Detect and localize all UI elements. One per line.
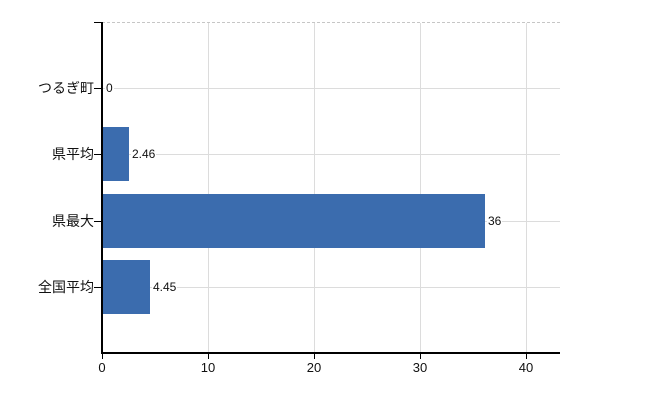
plot-top-border — [102, 22, 560, 23]
value-label-national-average: 4.45 — [152, 280, 178, 294]
y-axis-tick — [94, 154, 101, 155]
vertical-gridline — [208, 23, 209, 353]
y-axis — [101, 22, 103, 354]
bar-national-average — [103, 260, 150, 314]
category-label-pref-average: 県平均 — [52, 146, 94, 162]
horizontal-gridline — [103, 88, 560, 89]
y-axis-tick — [94, 287, 101, 288]
x-axis-tick — [208, 353, 209, 359]
horizontal-gridline — [103, 154, 560, 155]
value-label-tsurugi-town: 0 — [105, 81, 114, 95]
vertical-gridline — [314, 23, 315, 353]
x-axis-tick — [526, 353, 527, 359]
category-label-national-average: 全国平均 — [38, 279, 94, 295]
vertical-gridline — [526, 23, 527, 353]
x-tick-label: 10 — [200, 360, 216, 375]
x-tick-label: 30 — [412, 360, 428, 375]
bar-pref-average — [103, 127, 129, 181]
y-axis-tick — [94, 22, 101, 23]
value-label-pref-average: 2.46 — [131, 147, 157, 161]
y-axis-tick — [94, 221, 101, 222]
x-tick-label: 20 — [306, 360, 322, 375]
x-axis — [101, 352, 560, 354]
x-axis-tick — [102, 353, 103, 359]
x-axis-tick — [420, 353, 421, 359]
x-axis-tick — [314, 353, 315, 359]
category-label-tsurugi-town: つるぎ町 — [38, 80, 94, 96]
x-tick-label: 40 — [518, 360, 534, 375]
value-label-pref-max: 36 — [487, 214, 503, 228]
bar-pref-max — [103, 194, 485, 248]
y-axis-tick — [94, 88, 101, 89]
vertical-gridline — [420, 23, 421, 353]
category-label-pref-max: 県最大 — [52, 213, 94, 229]
horizontal-gridline — [103, 287, 560, 288]
x-tick-label: 0 — [98, 360, 106, 375]
